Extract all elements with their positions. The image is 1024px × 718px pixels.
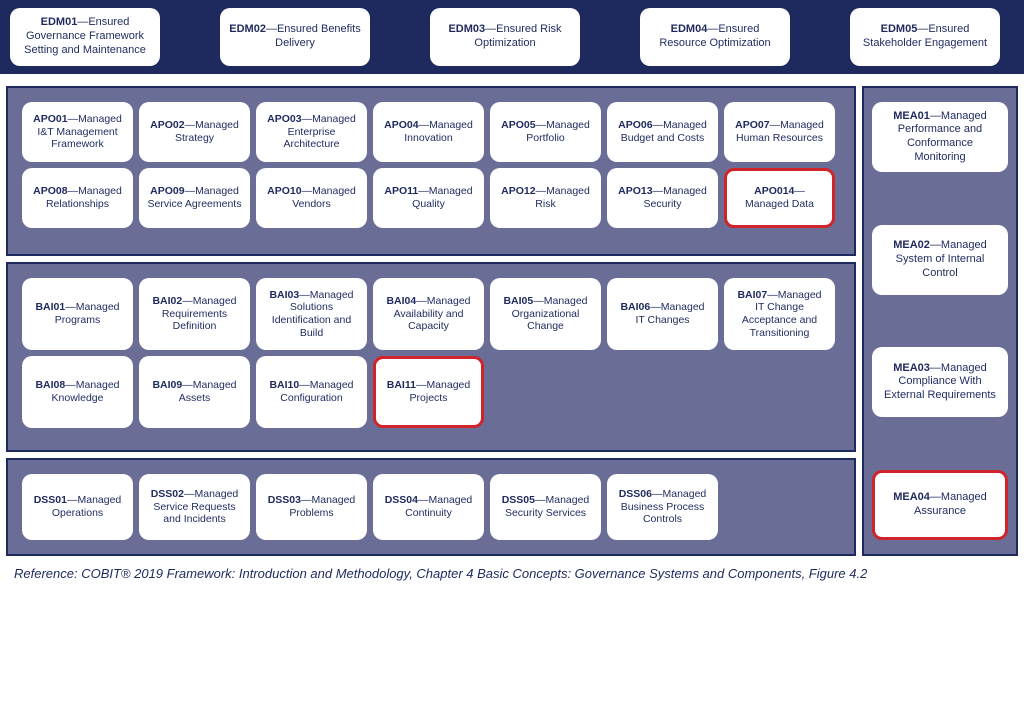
mea-column: MEA01—Managed Performance and Conformanc…	[862, 86, 1018, 556]
edm-code: EDM04	[671, 23, 708, 35]
edm-code: EDM01	[41, 16, 78, 28]
edm-box: EDM02—Ensured Benefits Delivery	[220, 8, 370, 66]
mea-box: MEA01—Managed Performance and Conformanc…	[872, 102, 1008, 172]
bai-panel: BAI01—Managed Programs BAI02—Managed Req…	[6, 262, 856, 452]
mea-box: MEA02—Managed System of Internal Control	[872, 225, 1008, 295]
apo-box: APO06—Managed Budget and Costs	[607, 102, 718, 162]
dss-box: DSS06—Managed Business Process Controls	[607, 474, 718, 540]
apo-box-highlighted: APO014—Managed Data	[724, 168, 835, 228]
dss-box: DSS05—Managed Security Services	[490, 474, 601, 540]
apo-box: APO13—Managed Security	[607, 168, 718, 228]
edm-governance-bar: EDM01—Ensured Governance Framework Setti…	[0, 0, 1024, 74]
apo-box: APO08—Managed Relationships	[22, 168, 133, 228]
bai-box: BAI06—Managed IT Changes	[607, 278, 718, 350]
apo-box: APO02—Managed Strategy	[139, 102, 250, 162]
left-column: APO01—Managed I&T Management Framework A…	[6, 86, 856, 556]
apo-box: APO10—Managed Vendors	[256, 168, 367, 228]
apo-box: APO04—Managed Innovation	[373, 102, 484, 162]
reference-caption: Reference: COBIT® 2019 Framework: Introd…	[0, 562, 1024, 581]
bai-box: BAI05—Managed Organizational Change	[490, 278, 601, 350]
mea-panel: MEA01—Managed Performance and Conformanc…	[862, 86, 1018, 556]
dss-box: DSS01—Managed Operations	[22, 474, 133, 540]
bai-box: BAI10—Managed Configuration	[256, 356, 367, 428]
edm-label: Ensured Benefits Delivery	[275, 23, 361, 49]
bai-box-highlighted: BAI11—Managed Projects	[373, 356, 484, 428]
mea-box: MEA03—Managed Compliance With External R…	[872, 347, 1008, 417]
management-area: APO01—Managed I&T Management Framework A…	[0, 80, 1024, 562]
edm-box: EDM05—Ensured Stakeholder Engagement	[850, 8, 1000, 66]
edm-code: EDM02	[229, 23, 266, 35]
bai-box: BAI03—Managed Solutions Identification a…	[256, 278, 367, 350]
apo-panel: APO01—Managed I&T Management Framework A…	[6, 86, 856, 256]
bai-box: BAI08—Managed Knowledge	[22, 356, 133, 428]
edm-code: EDM05	[881, 23, 918, 35]
edm-label: Ensured Risk Optimization	[474, 23, 561, 49]
dss-box: DSS04—Managed Continuity	[373, 474, 484, 540]
edm-code: EDM03	[448, 23, 485, 35]
dss-box: DSS02—Managed Service Requests and Incid…	[139, 474, 250, 540]
mea-box-highlighted: MEA04—Managed Assurance	[872, 470, 1008, 540]
dss-box: DSS03—Managed Problems	[256, 474, 367, 540]
bai-box: BAI04—Managed Availability and Capacity	[373, 278, 484, 350]
bai-box: BAI09—Managed Assets	[139, 356, 250, 428]
edm-box: EDM01—Ensured Governance Framework Setti…	[10, 8, 160, 66]
apo-box: APO01—Managed I&T Management Framework	[22, 102, 133, 162]
edm-box: EDM04—Ensured Resource Optimization	[640, 8, 790, 66]
apo-box: APO09—Managed Service Agreements	[139, 168, 250, 228]
edm-box: EDM03—Ensured Risk Optimization	[430, 8, 580, 66]
bai-box: BAI01—Managed Programs	[22, 278, 133, 350]
apo-box: APO12—Managed Risk	[490, 168, 601, 228]
apo-box: APO11—Managed Quality	[373, 168, 484, 228]
dss-panel: DSS01—Managed Operations DSS02—Managed S…	[6, 458, 856, 556]
apo-box: APO03—Managed Enterprise Architecture	[256, 102, 367, 162]
apo-box: APO07—Managed Human Resources	[724, 102, 835, 162]
apo-box: APO05—Managed Portfolio	[490, 102, 601, 162]
bai-box: BAI07—Managed IT Change Acceptance and T…	[724, 278, 835, 350]
bai-box: BAI02—Managed Requirements Definition	[139, 278, 250, 350]
